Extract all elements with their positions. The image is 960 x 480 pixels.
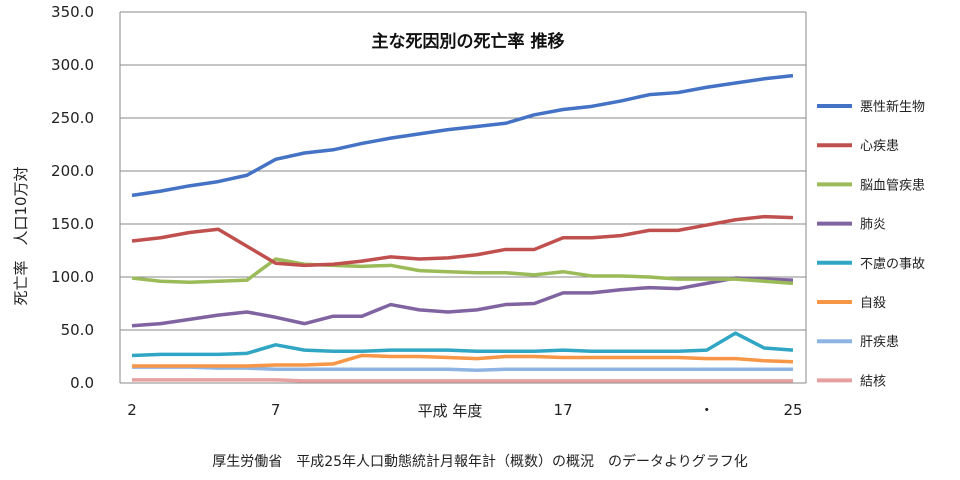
series-line (131, 257, 794, 286)
series-line (132, 378, 793, 383)
y-tick-label: 300.0 (51, 56, 94, 74)
grid (119, 11, 807, 384)
x-tick-label: 7 (271, 401, 281, 419)
chart-title: 主な死因別の死亡率 推移 (372, 31, 565, 52)
legend-label: 心疾患 (860, 139, 899, 154)
legend-label: 肝疾患 (860, 335, 899, 350)
y-tick-label: 250.0 (51, 109, 94, 127)
series-line (132, 353, 794, 368)
series-line (131, 331, 794, 358)
legend-label: 肺炎 (860, 218, 886, 233)
series-line (132, 365, 793, 373)
legend-label: 不慮の事故 (860, 257, 925, 272)
legend-label: 結核 (860, 374, 886, 389)
x-tick-label: 25 (783, 401, 802, 419)
series-lines (131, 73, 794, 383)
legend-label: 自殺 (860, 296, 886, 311)
source-note: 厚生労働省 平成25年人口動態統計月報年計（概数）の概況 のデータよりグラフ化 (212, 453, 748, 470)
x-tick-label: 17 (554, 401, 573, 419)
y-tick-label: 100.0 (51, 268, 94, 286)
y-tick-label: 150.0 (51, 215, 94, 233)
y-tick-label: 350.0 (51, 3, 94, 21)
series-line (131, 276, 794, 328)
legend-label: 脳血管疾患 (860, 178, 925, 193)
y-tick-label: 200.0 (51, 162, 94, 180)
y-tick-label: 0.0 (70, 374, 94, 392)
legend-label: 悪性新生物 (860, 99, 925, 115)
y-tick-label: 50.0 (61, 321, 94, 339)
series-line (131, 214, 794, 268)
x-axis-label: 平成 年度 (418, 402, 483, 420)
x-ticks: 2 7 17 ・ 25 (127, 401, 802, 419)
series-line (131, 73, 794, 198)
y-ticks: 0.0 50.0 100.0 150.0 200.0 250.0 300.0 350.0 (51, 3, 94, 392)
x-tick-label: ・ (699, 401, 714, 419)
x-tick-label: 2 (127, 401, 137, 419)
y-axis-label: 死亡率 人口10万対 (12, 166, 30, 305)
